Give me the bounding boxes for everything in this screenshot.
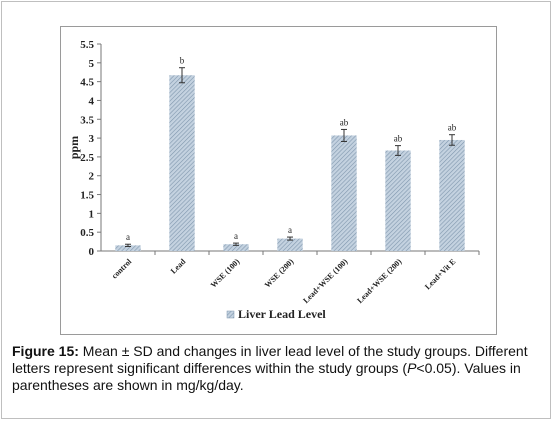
y-tick-label: 2 bbox=[89, 171, 95, 183]
bar bbox=[115, 245, 141, 251]
caption-text: Mean ± SD and changes in liver lead leve… bbox=[12, 343, 528, 376]
bar bbox=[223, 244, 249, 251]
caption-text-end: <0.05). Values in parentheses are shown … bbox=[12, 360, 521, 393]
bar bbox=[331, 135, 357, 251]
bar-chart: 0 0.5 1 1.5 2 2.5 3 3.5 4 4.5 5 5.5 ppm a control b Lead… bbox=[67, 39, 480, 321]
y-tick-label: 4 bbox=[89, 95, 95, 107]
bar bbox=[169, 75, 195, 251]
x-category-label: control bbox=[110, 257, 134, 281]
y-tick-label: 1.5 bbox=[80, 190, 94, 202]
significance-label: ab bbox=[394, 134, 403, 144]
significance-label: ab bbox=[340, 117, 349, 127]
caption-label: Figure 15: bbox=[12, 343, 79, 359]
y-tick-label: 5.5 bbox=[80, 39, 94, 51]
x-category-label: Lead bbox=[169, 257, 188, 276]
x-category-label: WSE (200) bbox=[263, 257, 296, 290]
x-category-label: Lead+Vit E bbox=[423, 257, 457, 291]
significance-label: a bbox=[288, 225, 292, 235]
bar bbox=[439, 139, 465, 251]
y-tick-label: 3.5 bbox=[80, 114, 94, 126]
y-tick-label: 0 bbox=[89, 246, 95, 258]
y-tick-label: 3 bbox=[89, 133, 95, 145]
y-tick-label: 0.5 bbox=[80, 227, 94, 239]
chart-panel: 0 0.5 1 1.5 2 2.5 3 3.5 4 4.5 5 5.5 ppm a control b Lead… bbox=[60, 26, 497, 335]
y-tick-label: 2.5 bbox=[80, 152, 94, 164]
significance-label: b bbox=[180, 56, 185, 66]
y-tick-label: 5 bbox=[89, 58, 95, 70]
significance-label: a bbox=[234, 231, 238, 241]
x-category-label: Lead+WSE (100) bbox=[301, 257, 349, 305]
legend-label: Liver Lead Level bbox=[238, 307, 326, 321]
y-tick-label: 4.5 bbox=[80, 77, 94, 89]
y-axis-label: ppm bbox=[67, 136, 81, 159]
x-category-label: WSE (100) bbox=[209, 257, 242, 290]
x-category-label: Lead+WSE (200) bbox=[355, 257, 403, 305]
legend-swatch bbox=[226, 310, 235, 319]
bar bbox=[385, 150, 411, 251]
y-tick-label: 1 bbox=[89, 208, 95, 220]
significance-label: a bbox=[126, 232, 130, 242]
figure-caption: Figure 15: Mean ± SD and changes in live… bbox=[12, 343, 542, 394]
bar bbox=[277, 238, 303, 251]
significance-label: ab bbox=[448, 123, 457, 133]
caption-p-symbol: P bbox=[407, 360, 417, 376]
